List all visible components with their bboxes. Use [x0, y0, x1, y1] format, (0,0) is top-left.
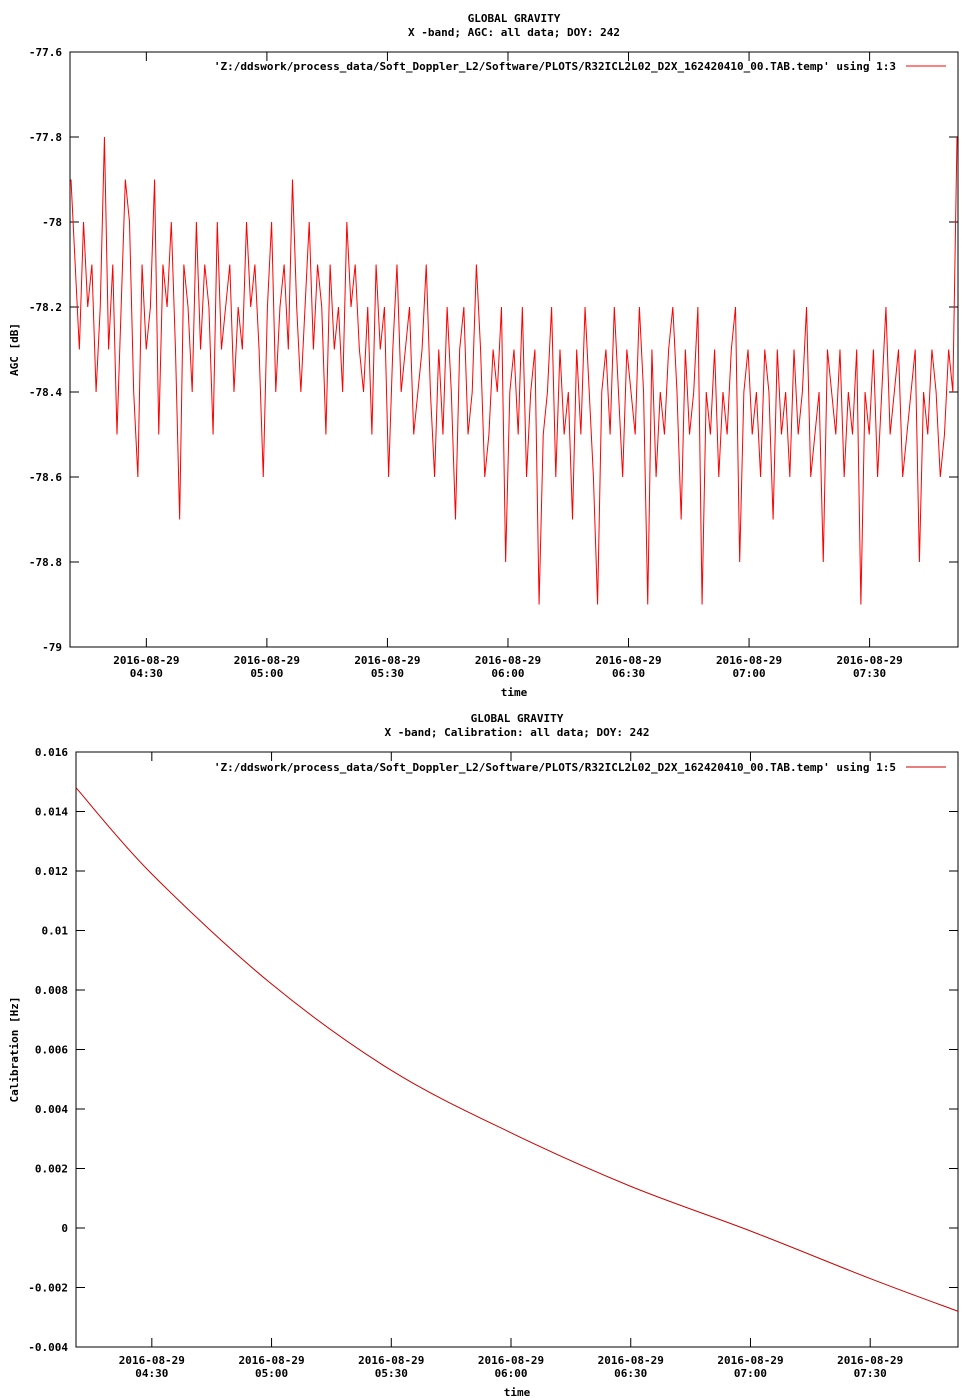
y-tick-label: -0.002 — [28, 1282, 68, 1295]
x-tick-time-label: 05:30 — [371, 667, 404, 680]
y-tick-label: 0.01 — [42, 925, 69, 938]
chart-title: GLOBAL GRAVITY — [471, 712, 564, 725]
x-tick-date-label: 2016-08-29 — [358, 1354, 424, 1367]
x-tick-date-label: 2016-08-29 — [113, 654, 179, 667]
chart-title: GLOBAL GRAVITY — [468, 12, 561, 25]
x-tick-time-label: 04:30 — [130, 667, 163, 680]
y-tick-label: 0.014 — [35, 806, 68, 819]
x-tick-time-label: 05:00 — [250, 667, 283, 680]
x-tick-time-label: 06:00 — [494, 1367, 527, 1380]
y-tick-label: 0.004 — [35, 1103, 68, 1116]
y-tick-label: -78.8 — [29, 556, 62, 569]
x-tick-time-label: 06:30 — [612, 667, 645, 680]
y-tick-label: -77.8 — [29, 131, 62, 144]
x-tick-date-label: 2016-08-29 — [598, 1354, 664, 1367]
y-tick-label: 0.012 — [35, 865, 68, 878]
y-tick-label: -77.6 — [29, 46, 62, 59]
x-tick-date-label: 2016-08-29 — [119, 1354, 185, 1367]
x-tick-time-label: 07:30 — [853, 667, 886, 680]
y-tick-label: -78.4 — [29, 386, 62, 399]
y-axis-label: Calibration [Hz] — [8, 997, 21, 1103]
plot-frame — [69, 51, 959, 648]
x-tick-time-label: 05:00 — [255, 1367, 288, 1380]
x-tick-time-label: 05:30 — [375, 1367, 408, 1380]
x-tick-time-label: 04:30 — [135, 1367, 168, 1380]
y-tick-label: -79 — [42, 641, 62, 654]
x-tick-date-label: 2016-08-29 — [717, 1354, 783, 1367]
x-tick-date-label: 2016-08-29 — [478, 1354, 544, 1367]
x-axis-label: time — [504, 1386, 531, 1399]
series-line — [75, 787, 959, 1312]
series-line — [70, 136, 958, 605]
x-tick-date-label: 2016-08-29 — [475, 654, 541, 667]
y-tick-label: 0.008 — [35, 984, 68, 997]
x-tick-date-label: 2016-08-29 — [595, 654, 661, 667]
x-tick-date-label: 2016-08-29 — [234, 654, 300, 667]
x-tick-time-label: 07:00 — [732, 667, 765, 680]
y-tick-label: -78.2 — [29, 301, 62, 314]
x-tick-date-label: 2016-08-29 — [716, 654, 782, 667]
x-tick-time-label: 06:30 — [614, 1367, 647, 1380]
calibration-chart: GLOBAL GRAVITY X -band; Calibration: all… — [8, 712, 959, 1399]
y-tick-label: -78 — [42, 216, 62, 229]
chart-subtitle: X -band; AGC: all data; DOY: 242 — [408, 26, 620, 39]
x-axis-label: time — [501, 686, 528, 699]
chart-subtitle: X -band; Calibration: all data; DOY: 242 — [385, 726, 650, 739]
legend-label: 'Z:/ddswork/process_data/Soft_Doppler_L2… — [214, 761, 896, 774]
x-tick-date-label: 2016-08-29 — [836, 654, 902, 667]
y-tick-label: 0.006 — [35, 1044, 68, 1057]
legend-label: 'Z:/ddswork/process_data/Soft_Doppler_L2… — [214, 60, 896, 73]
x-tick-time-label: 06:00 — [491, 667, 524, 680]
y-tick-label: -78.6 — [29, 471, 62, 484]
y-tick-label: 0.016 — [35, 746, 68, 759]
y-axis-label: AGC [dB] — [8, 323, 21, 376]
x-tick-date-label: 2016-08-29 — [354, 654, 420, 667]
x-tick-date-label: 2016-08-29 — [238, 1354, 304, 1367]
x-tick-time-label: 07:00 — [734, 1367, 767, 1380]
y-tick-label: 0.002 — [35, 1163, 68, 1176]
y-tick-label: -0.004 — [28, 1341, 68, 1354]
x-tick-time-label: 07:30 — [854, 1367, 887, 1380]
plot-frame — [75, 751, 959, 1348]
y-tick-label: 0 — [61, 1222, 68, 1235]
agc-chart: GLOBAL GRAVITY X -band; AGC: all data; D… — [8, 12, 959, 699]
x-tick-date-label: 2016-08-29 — [837, 1354, 903, 1367]
